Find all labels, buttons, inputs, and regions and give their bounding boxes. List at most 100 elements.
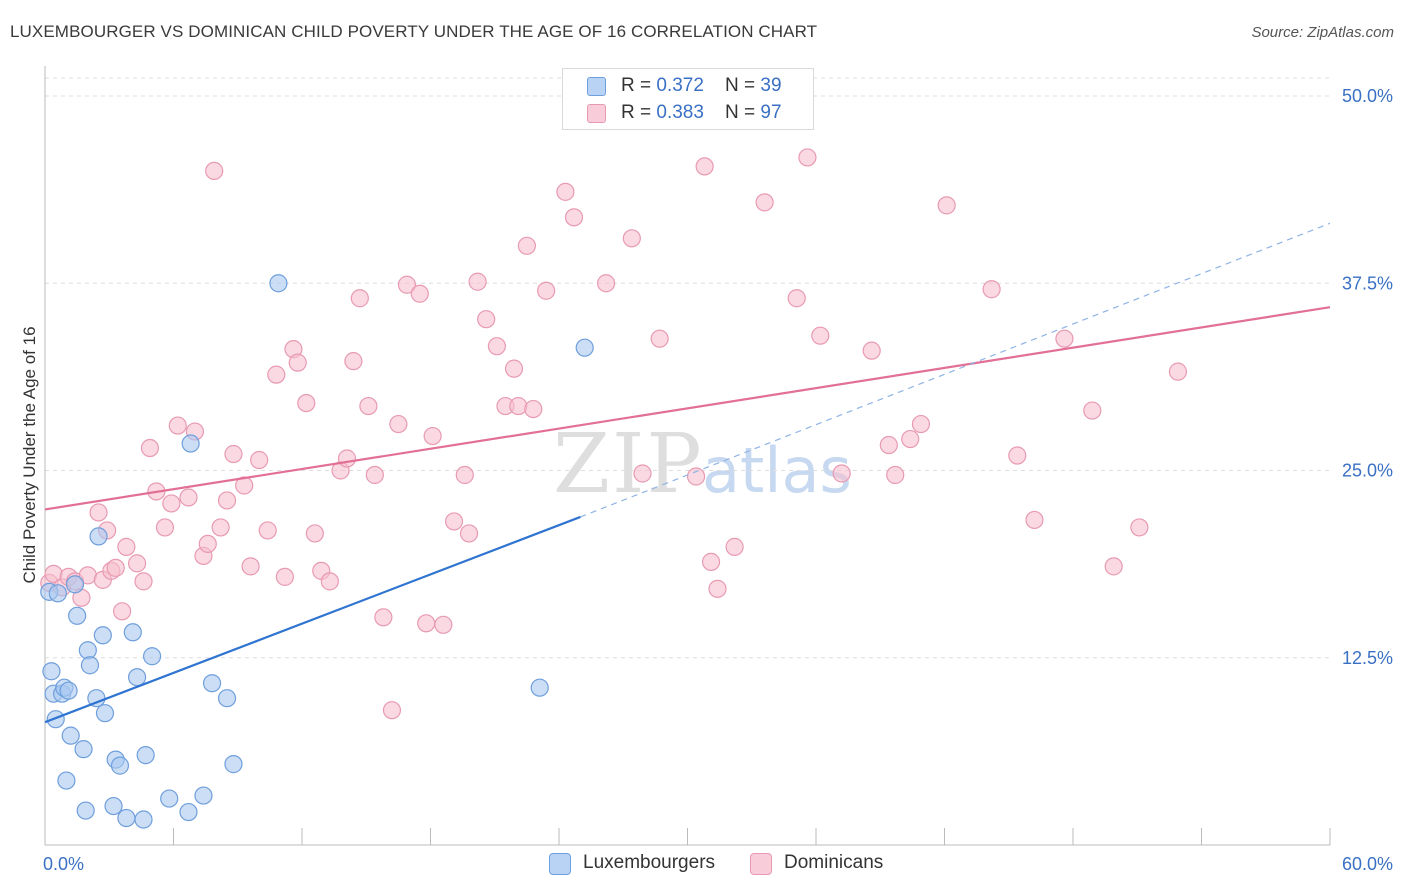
trend-lines bbox=[44, 222, 1331, 724]
dominicans-point bbox=[168, 416, 187, 435]
x-tick-label-min: 0.0% bbox=[43, 854, 84, 874]
dominicans-point bbox=[1168, 362, 1188, 381]
dominicans-point bbox=[725, 537, 744, 556]
dominicans-point bbox=[487, 337, 506, 356]
dominicans-point bbox=[117, 537, 136, 556]
dominicans-point bbox=[695, 157, 714, 176]
dominicans-point bbox=[397, 275, 417, 294]
legend-swatch-blue bbox=[587, 77, 606, 96]
dominicans-point bbox=[198, 534, 217, 554]
dominicans-point bbox=[1083, 401, 1102, 420]
y-axis-title: Child Poverty Under the Age of 16 bbox=[20, 326, 39, 584]
dominicans-point bbox=[162, 494, 181, 513]
dominicans-point bbox=[798, 148, 817, 167]
dominicans-point bbox=[455, 465, 474, 485]
dominicans-point bbox=[267, 365, 286, 384]
dominicans-point bbox=[811, 326, 830, 345]
dominicans-point bbox=[886, 465, 905, 485]
dominicans-point bbox=[106, 558, 125, 577]
legend-label-luxembourgers: Luxembourgers bbox=[583, 852, 716, 873]
dominicans-point bbox=[509, 396, 528, 416]
dominicans-point bbox=[982, 280, 1001, 299]
luxembourgers-point bbox=[80, 656, 100, 675]
luxembourgers-point bbox=[68, 606, 87, 625]
luxembourgers-point bbox=[89, 527, 108, 546]
dominicans-point bbox=[205, 161, 224, 180]
dominicans-point bbox=[112, 602, 132, 621]
legend-swatch-pink bbox=[750, 853, 772, 875]
luxembourgers-point bbox=[179, 802, 198, 822]
legend-r-value: 0.372 bbox=[656, 75, 704, 96]
y-tick-label: 50.0% bbox=[1342, 86, 1393, 106]
dominicans-point bbox=[1008, 446, 1027, 465]
luxembourgers-point bbox=[95, 704, 115, 723]
dominicans-point bbox=[350, 289, 369, 308]
luxembourgers-points bbox=[40, 274, 594, 829]
watermark-zip: ZIP bbox=[553, 417, 704, 512]
dominicans-point bbox=[365, 465, 384, 485]
dominicans-point bbox=[686, 467, 706, 486]
luxembourgers-point bbox=[160, 789, 179, 808]
dominicans-point bbox=[410, 284, 429, 303]
dominicans-point bbox=[297, 393, 316, 413]
luxembourgers-point bbox=[127, 668, 147, 687]
dominicans-point bbox=[650, 329, 669, 348]
legend-n-value: 97 bbox=[760, 102, 782, 123]
correlation-legend: R = 0.372 N = 39 R = 0.383 N = 97 bbox=[562, 68, 814, 130]
dominicans-point bbox=[459, 524, 479, 543]
grid-lines bbox=[45, 77, 1330, 659]
dominicans-point bbox=[211, 518, 230, 537]
luxembourgers-point bbox=[134, 810, 153, 829]
zipatlas-watermark: ZIP atlas bbox=[553, 417, 852, 512]
dominicans-point bbox=[537, 281, 556, 300]
dominicans-point bbox=[250, 450, 269, 470]
dominicans-point bbox=[1055, 329, 1074, 348]
luxembourgers-point bbox=[217, 689, 237, 708]
dominicans-point bbox=[344, 352, 363, 371]
dominicans-point bbox=[1104, 557, 1123, 576]
dominicans-point bbox=[597, 274, 616, 293]
luxembourgers-point bbox=[65, 575, 85, 594]
legend-swatch-pink bbox=[587, 104, 606, 123]
dominicans-point bbox=[235, 476, 254, 495]
axes bbox=[44, 66, 1331, 846]
y-tick-label: 25.0% bbox=[1342, 461, 1393, 481]
dominicans-point bbox=[382, 701, 402, 720]
luxembourgers-point bbox=[93, 626, 112, 645]
legend-n-label: N = bbox=[725, 102, 761, 123]
luxembourgers-point bbox=[76, 801, 95, 820]
dominicans-point bbox=[134, 572, 153, 591]
dominicans-point bbox=[140, 438, 160, 458]
y-tick-label: 12.5% bbox=[1342, 648, 1393, 668]
dominicans-point bbox=[622, 229, 641, 248]
dominicans-point bbox=[288, 353, 307, 372]
dominicans-point bbox=[89, 503, 108, 522]
luxembourgers-point bbox=[104, 796, 123, 816]
luxembourgers-point bbox=[110, 756, 130, 775]
dominicans-point bbox=[417, 614, 436, 633]
dominicans-point bbox=[477, 310, 496, 329]
luxembourgers-point bbox=[57, 771, 76, 790]
luxembourgers-point bbox=[194, 786, 213, 805]
dominicans-points bbox=[40, 148, 1188, 720]
dominicans-point bbox=[224, 444, 243, 464]
dominicans-point bbox=[389, 414, 408, 434]
chart-title: LUXEMBOURGER VS DOMINICAN CHILD POVERTY … bbox=[10, 22, 818, 41]
dominicans-point bbox=[423, 426, 442, 446]
dominicans-point bbox=[1025, 510, 1044, 530]
dominicans-point bbox=[444, 512, 464, 531]
dominicans-point bbox=[633, 464, 652, 483]
dominicans-point bbox=[258, 521, 277, 540]
luxembourgers-point bbox=[74, 740, 93, 759]
x-tick-label-max: 60.0% bbox=[1342, 854, 1393, 874]
luxembourgers-point bbox=[530, 678, 549, 697]
luxembourgers-point bbox=[136, 746, 155, 765]
dominicans-point bbox=[359, 396, 378, 416]
dominicans-point bbox=[241, 557, 260, 576]
dominicans-point bbox=[564, 208, 584, 227]
y-tick-label: 37.5% bbox=[1342, 273, 1393, 293]
dominicans-point bbox=[468, 272, 487, 291]
luxembourgers-trend-line bbox=[44, 515, 581, 724]
dominicans-point bbox=[524, 399, 543, 419]
luxembourgers-point bbox=[123, 623, 142, 642]
